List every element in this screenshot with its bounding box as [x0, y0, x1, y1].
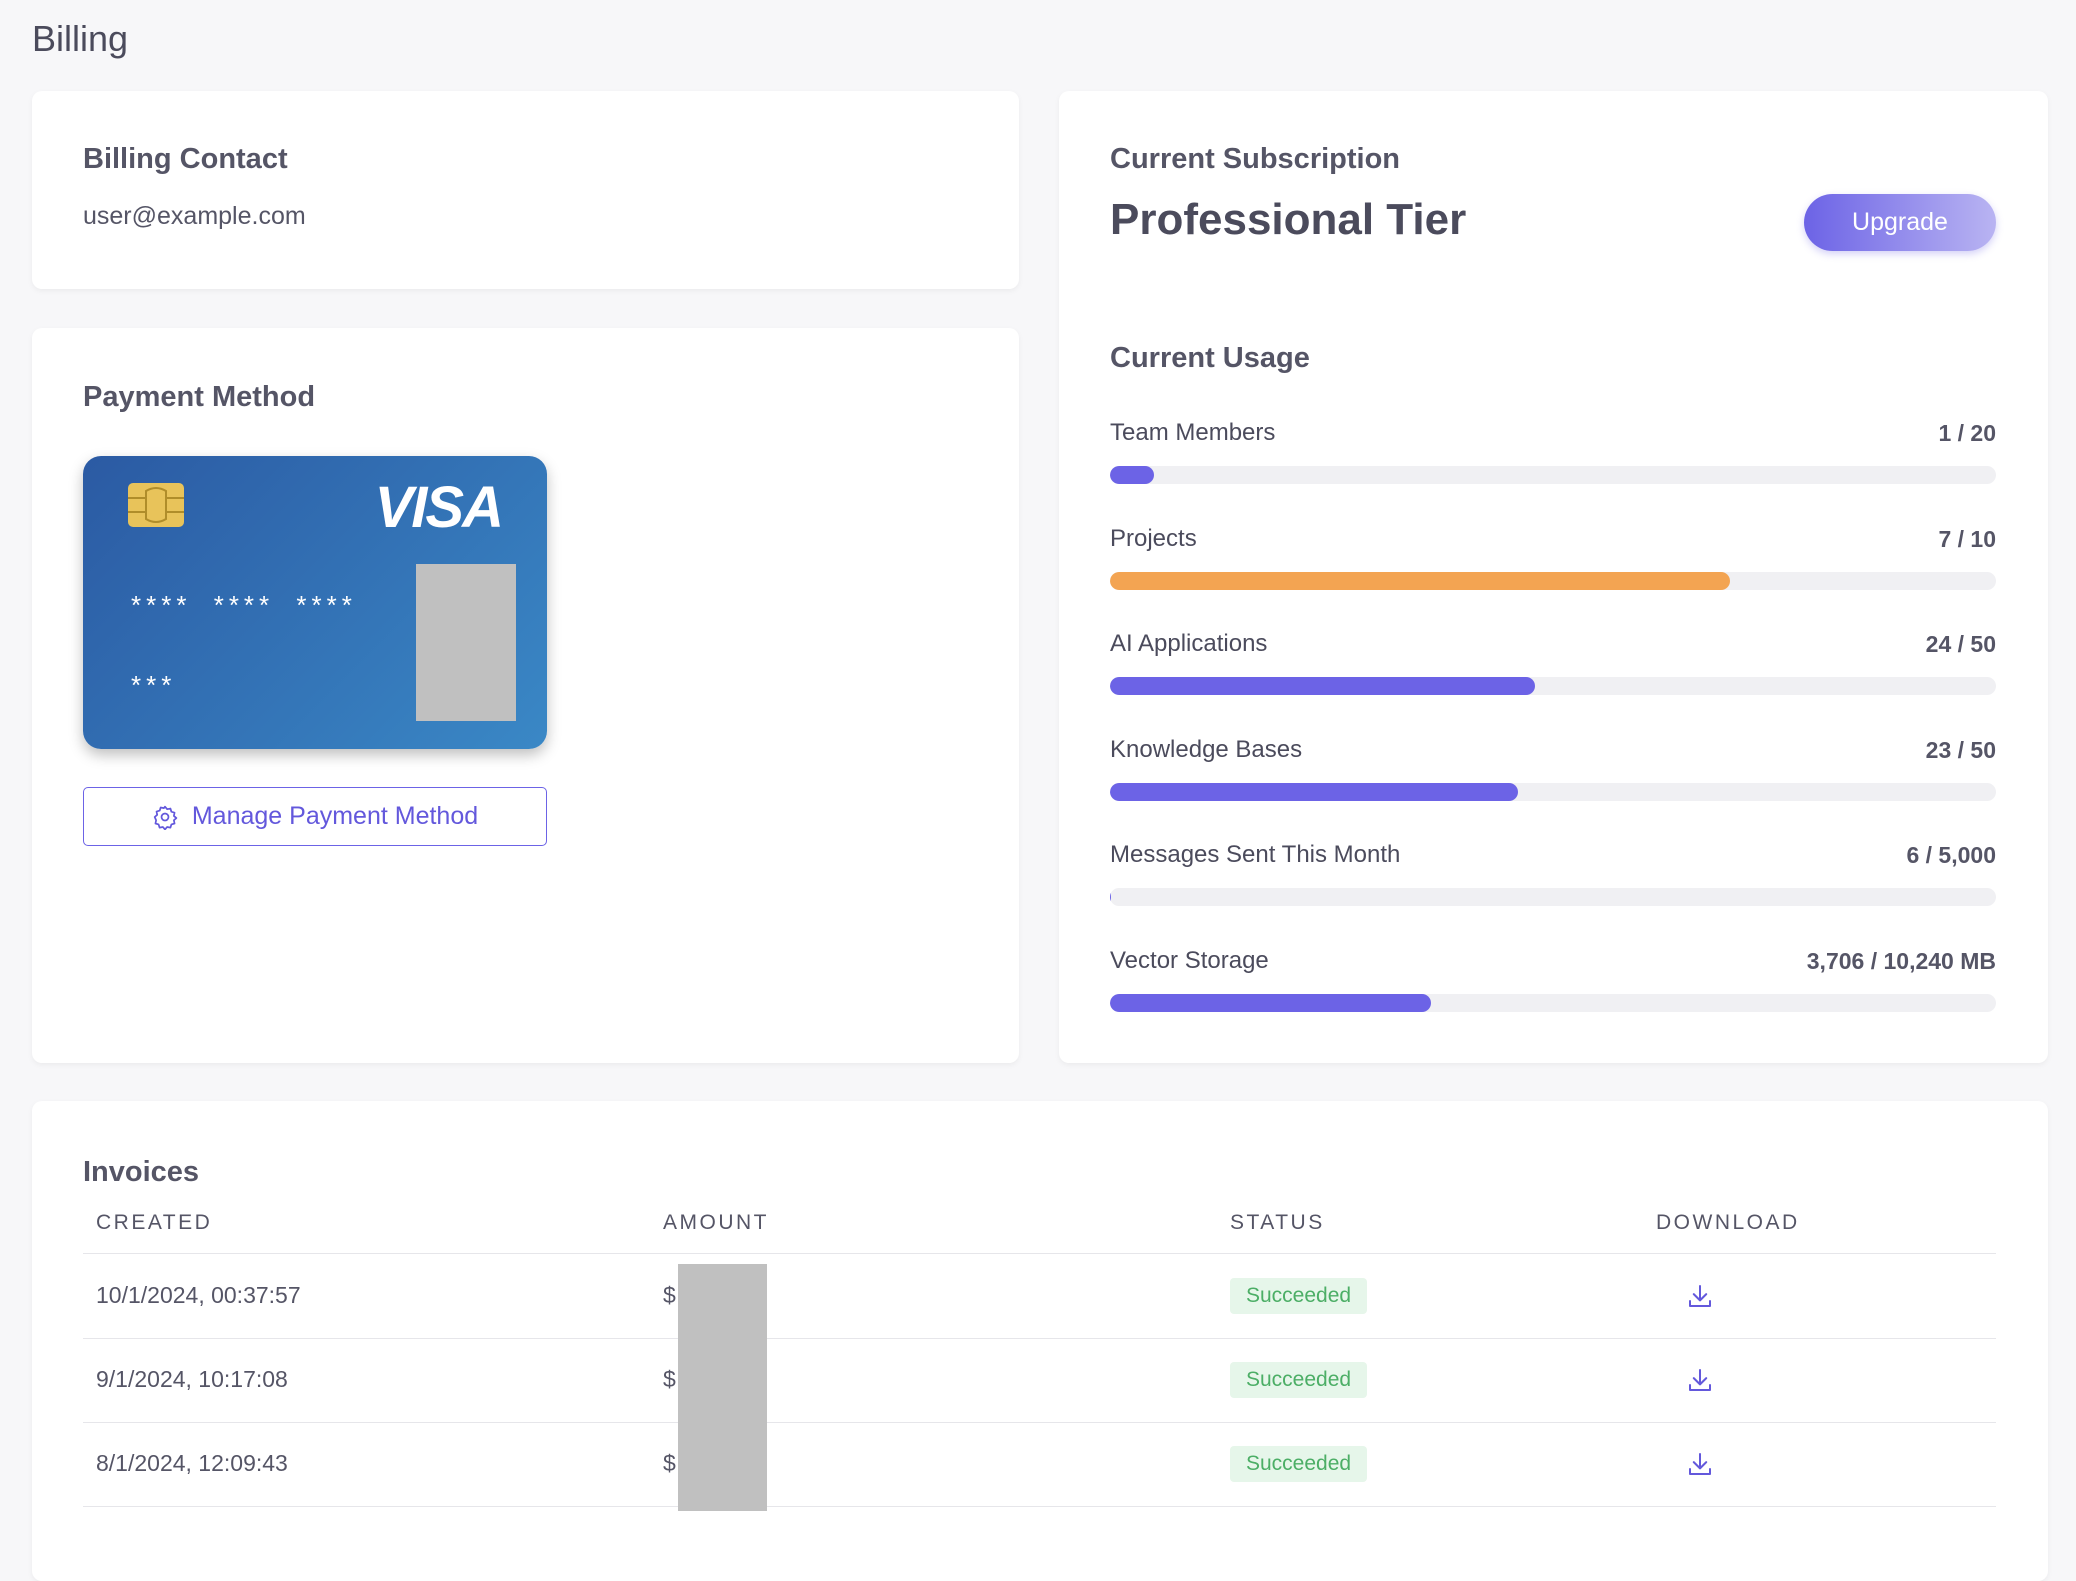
card-number: **** **** ****	[131, 590, 357, 620]
row-divider	[83, 1338, 1996, 1339]
subscription-card: Current Subscription Professional Tier U…	[1059, 91, 2048, 1063]
created: 9/1/2024, 10:17:08	[96, 1366, 288, 1392]
usage-value: 23 / 50	[1925, 736, 1996, 763]
usage-bar	[1110, 677, 1536, 695]
usage-bar	[1110, 993, 1431, 1012]
usage-track	[1110, 888, 1996, 906]
status-badge: Succeeded	[1230, 1446, 1368, 1482]
download-button[interactable]	[1685, 1365, 1715, 1395]
credit-card: VISA **** **** **** ***	[83, 456, 547, 749]
usage-value: 3,706 / 10,240 MB	[1806, 947, 1996, 974]
amount: $	[663, 1450, 676, 1476]
email: user@example.com	[83, 202, 306, 230]
usage-bar	[1110, 571, 1731, 590]
card-title: Current Subscription	[1110, 143, 1401, 175]
chip	[128, 483, 184, 527]
usage-value: 1 / 20	[1938, 420, 1996, 446]
column-header: AMOUNT	[663, 1211, 769, 1234]
usage-label: Vector Storage	[1110, 946, 1269, 974]
download-button[interactable]	[1685, 1449, 1715, 1479]
card-title: Invoices	[83, 1156, 200, 1188]
row-divider	[83, 1506, 1996, 1507]
gear-icon	[153, 805, 178, 830]
card-cvc: ***	[131, 670, 177, 700]
download-icon	[1689, 1453, 1711, 1475]
redaction	[416, 564, 516, 721]
card-title: Payment Method	[83, 381, 316, 413]
billing-contact-card: Billing Contact user@example.com	[32, 91, 1019, 289]
download-icon	[1689, 1369, 1711, 1391]
usage-track	[1110, 993, 1996, 1012]
column-header: STATUS	[1230, 1211, 1325, 1234]
created: 8/1/2024, 12:09:43	[96, 1450, 288, 1476]
button-label: Manage Payment Method	[191, 802, 479, 830]
column-header: DOWNLOAD	[1656, 1211, 1800, 1234]
card-brand: VISA	[374, 475, 504, 540]
amount: $	[663, 1366, 676, 1392]
redaction	[678, 1264, 767, 1511]
usage-label: Projects	[1110, 524, 1197, 552]
usage-value: 24 / 50	[1925, 631, 1996, 657]
row-divider	[83, 1422, 1996, 1423]
plan-name: Professional Tier	[1110, 195, 1467, 244]
status-badge: Succeeded	[1230, 1278, 1368, 1314]
usage-bar	[1110, 888, 1112, 906]
upgrade-button[interactable]: Upgrade	[1804, 194, 1996, 251]
manage-payment-button[interactable]: Manage Payment Method	[83, 787, 547, 846]
usage-label: Messages Sent This Month	[1110, 841, 1401, 868]
download-icon	[1689, 1285, 1711, 1307]
usage-bar	[1110, 782, 1518, 801]
header-divider	[83, 1253, 1996, 1254]
amount: $	[663, 1282, 676, 1308]
status-badge: Succeeded	[1230, 1362, 1368, 1398]
usage-track	[1110, 782, 1996, 801]
section-title: Current Usage	[1110, 342, 1310, 374]
usage-bar	[1110, 466, 1155, 484]
usage-label: AI Applications	[1110, 630, 1268, 657]
created: 10/1/2024, 00:37:57	[96, 1282, 301, 1308]
page-title: Billing	[32, 18, 129, 59]
usage-track	[1110, 677, 1996, 695]
usage-track	[1110, 571, 1996, 590]
card-title: Billing Contact	[83, 143, 288, 175]
usage-value: 6 / 5,000	[1906, 842, 1996, 868]
usage-value: 7 / 10	[1938, 525, 1996, 552]
usage-label: Knowledge Bases	[1110, 735, 1303, 763]
payment-method-card: Payment Method VISA **** **** **** *** M…	[32, 328, 1019, 1063]
column-header: CREATED	[96, 1211, 213, 1234]
download-button[interactable]	[1685, 1281, 1715, 1311]
usage-track	[1110, 466, 1996, 484]
usage-label: Team Members	[1110, 419, 1276, 446]
invoices-card: Invoices CREATED AMOUNT STATUS DOWNLOAD 10/1…	[32, 1101, 2048, 1581]
